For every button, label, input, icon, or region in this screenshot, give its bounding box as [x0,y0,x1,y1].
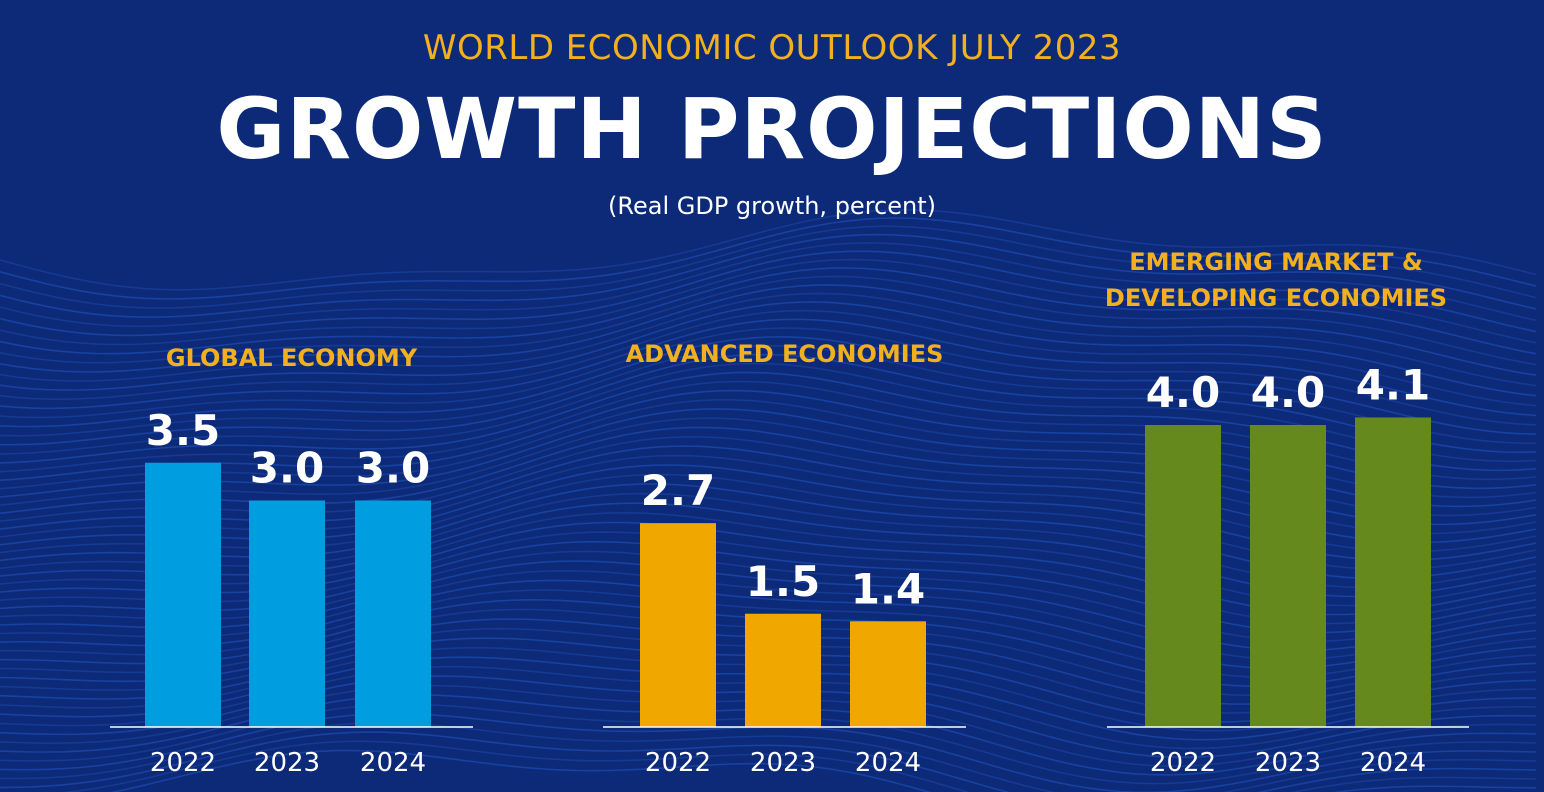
data-label: 3.5 [146,406,220,455]
data-label: 4.0 [1251,368,1325,417]
chart-panel-3: EMERGING MARKET & DEVELOPING ECONOMIES 4.0… [1105,248,1469,778]
bar-2023 [249,500,325,727]
bar-2024 [355,500,431,727]
panel-title: EMERGING MARKET & [1129,248,1423,276]
data-label: 2.7 [641,466,715,515]
chart-panel-2: ADVANCED ECONOMIES 2.7 2022 1.5 2023 1.4 2024 [603,340,966,778]
bar-2022 [640,523,716,727]
tick-label: 2024 [360,748,426,778]
unit-label: (Real GDP growth, percent) [608,192,936,220]
bar-2024 [1355,417,1431,727]
data-label: 1.4 [851,564,925,613]
tick-label: 2024 [1360,748,1426,778]
report-subtitle: WORLD ECONOMIC OUTLOOK JULY 2023 [422,28,1122,68]
data-label: 3.0 [356,444,430,493]
tick-label: 2024 [855,748,921,778]
page-title: GROWTH PROJECTIONS [216,80,1328,178]
tick-label: 2022 [1150,748,1216,778]
chart-panel-1: GLOBAL ECONOMY 3.5 2022 3.0 2023 3.0 2024 [110,344,473,778]
data-label: 3.0 [250,444,324,493]
panel-title: ADVANCED ECONOMIES [626,340,944,368]
bar-2023 [1250,425,1326,727]
bar-2024 [850,621,926,727]
tick-label: 2022 [645,748,711,778]
data-label: 1.5 [746,557,820,606]
bar-2022 [145,462,221,727]
tick-label: 2022 [150,748,216,778]
panel-title: GLOBAL ECONOMY [166,344,418,372]
bar-2022 [1145,425,1221,727]
tick-label: 2023 [254,748,320,778]
panel-title: DEVELOPING ECONOMIES [1105,284,1447,312]
data-label: 4.0 [1146,368,1220,417]
tick-label: 2023 [1255,748,1321,778]
bar-2023 [745,613,821,727]
tick-label: 2023 [750,748,816,778]
data-label: 4.1 [1356,360,1430,409]
